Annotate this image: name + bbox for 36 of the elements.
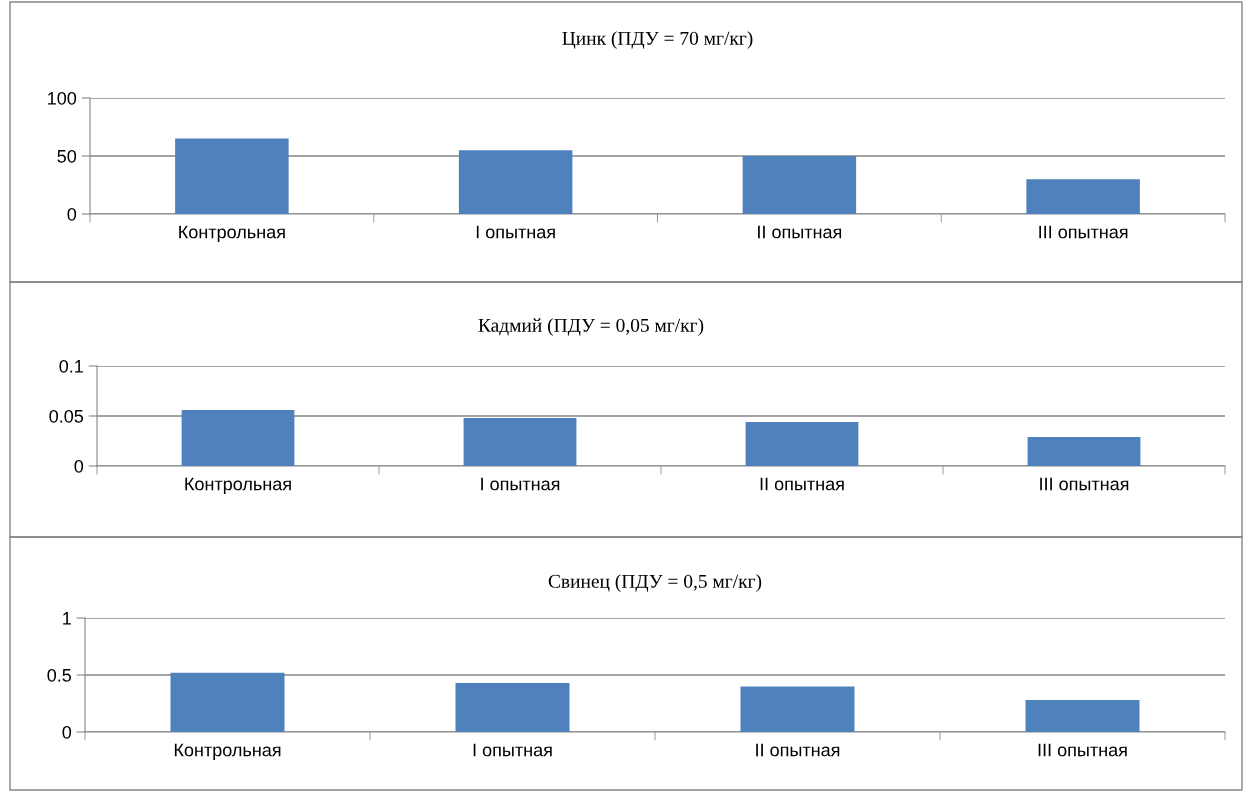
x-tick-label: I опытная: [473, 743, 552, 757]
bar: [1025, 700, 1140, 732]
x-tick-label: III опытная: [1039, 225, 1128, 239]
x-tick-label: I опытная: [476, 225, 555, 239]
x-tick-label: Контрольная: [174, 743, 281, 760]
y-tick-label: 0: [74, 459, 84, 473]
bar: [170, 672, 285, 732]
y-tick-label: 50: [57, 149, 77, 163]
x-tick-label: III опытная: [1040, 477, 1129, 491]
bar: [745, 422, 859, 466]
x-tick-label: Контрольная: [185, 477, 291, 494]
chart-title: Свинец (ПДУ = 0,5 мг/кг): [548, 574, 762, 592]
bar: [742, 156, 857, 214]
x-tick-label: I опытная: [481, 477, 560, 491]
y-tick-label: 0.05: [49, 409, 84, 423]
chart-title: Цинк (ПДУ = 70 мг/кг): [562, 31, 753, 49]
x-tick-label: Контрольная: [179, 225, 285, 242]
y-tick-label: 0: [67, 207, 77, 221]
bar: [458, 150, 573, 214]
bar: [463, 418, 577, 466]
x-tick-label: II опытная: [756, 743, 840, 757]
bar: [1026, 179, 1140, 214]
bar: [455, 682, 570, 732]
y-tick-label: 0.5: [47, 668, 72, 682]
bar: [740, 686, 855, 732]
chart-title: Кадмий (ПДУ = 0,05 мг/кг): [478, 318, 704, 336]
bar: [175, 138, 289, 214]
y-tick-label: 100: [48, 91, 77, 105]
x-tick-label: II опытная: [758, 225, 842, 239]
bar: [1027, 437, 1141, 466]
y-tick-label: 0.1: [59, 359, 83, 373]
y-tick-label: 1: [63, 612, 71, 625]
x-tick-label: III опытная: [1038, 743, 1127, 757]
x-tick-label: II опытная: [760, 477, 844, 491]
bar: [181, 410, 295, 466]
y-tick-label: 0: [62, 725, 72, 739]
